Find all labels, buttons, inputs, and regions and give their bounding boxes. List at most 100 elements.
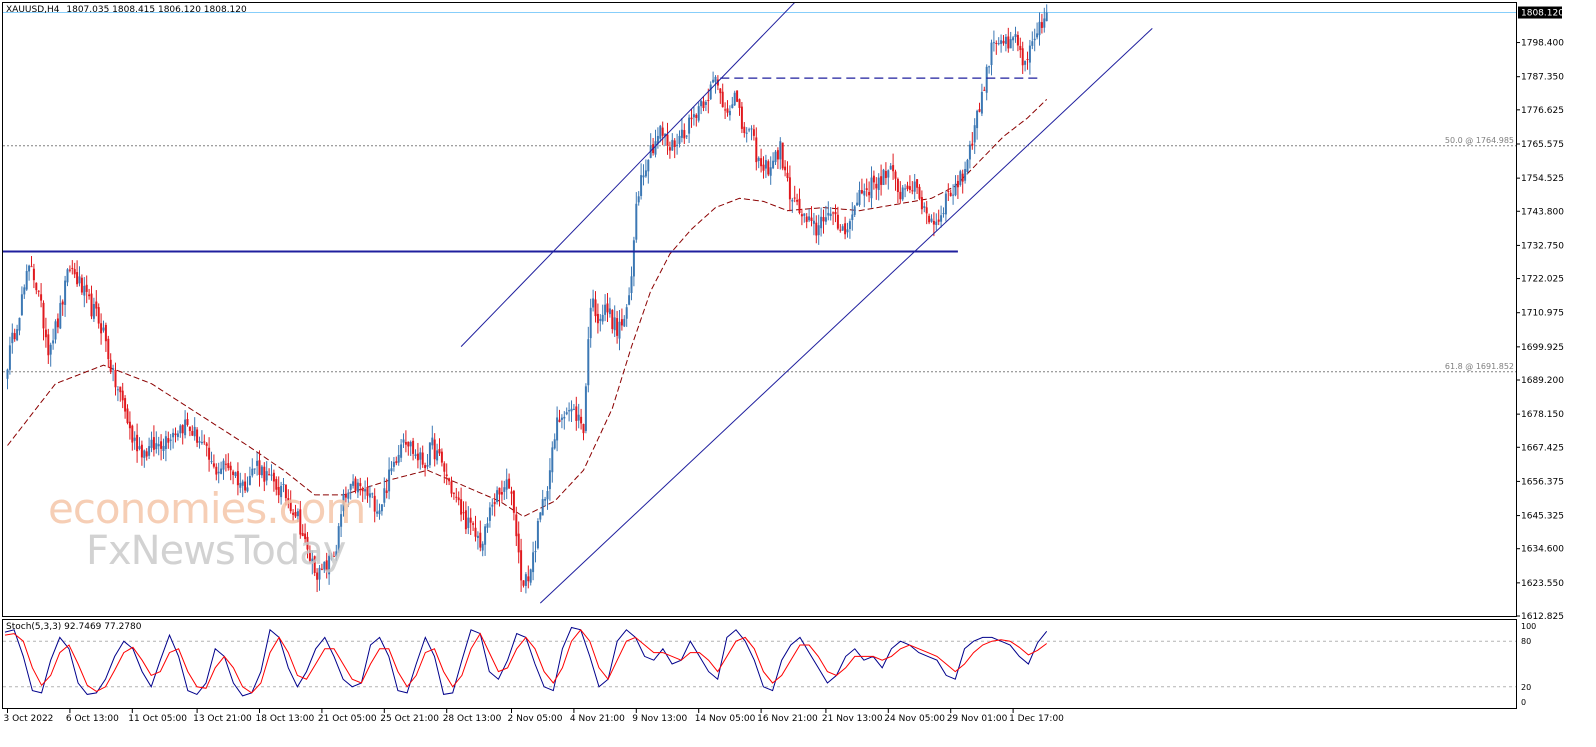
price-tick-label: 1754.525 — [1521, 174, 1564, 184]
candle — [834, 204, 837, 223]
stoch-tick-label: 20 — [1521, 683, 1531, 692]
candle — [330, 552, 333, 561]
candle — [613, 305, 616, 337]
candle — [198, 436, 201, 449]
candle-body — [580, 416, 583, 424]
candle — [846, 222, 849, 238]
candle-body — [275, 478, 278, 490]
candle — [632, 236, 635, 287]
candle — [1026, 51, 1029, 70]
candle — [419, 447, 422, 470]
candle — [916, 179, 919, 195]
candle — [908, 175, 911, 194]
candle — [224, 454, 227, 472]
candle-body — [126, 408, 129, 424]
candle-body — [520, 550, 523, 581]
candle — [392, 457, 395, 472]
candle — [472, 521, 475, 531]
candle — [121, 382, 124, 409]
candle — [656, 127, 659, 149]
candle-body — [589, 307, 592, 339]
candle-body — [481, 543, 484, 551]
candle — [685, 135, 688, 140]
stoch-tick-label: 80 — [1521, 637, 1531, 646]
candle-body — [882, 169, 885, 186]
candle — [527, 565, 530, 589]
candle-body — [251, 468, 254, 476]
candle-body — [671, 139, 674, 151]
candle-body — [779, 141, 782, 160]
candle-body — [529, 569, 532, 583]
candle-body — [887, 170, 890, 178]
candle-body — [973, 125, 976, 143]
candle-body — [388, 469, 391, 492]
candle — [28, 264, 31, 281]
candle — [726, 100, 729, 117]
candle — [827, 201, 830, 221]
candle — [464, 501, 467, 534]
candle — [493, 493, 496, 517]
candle — [568, 402, 571, 422]
candle — [90, 285, 93, 320]
candle-body — [880, 176, 883, 185]
candle-body — [812, 220, 815, 224]
candle — [659, 124, 662, 143]
candle — [515, 506, 518, 547]
candle-body — [16, 329, 19, 341]
candle-body — [724, 109, 727, 111]
candle — [136, 423, 139, 463]
candle — [556, 406, 559, 452]
candle-body — [978, 109, 981, 112]
candle-body — [688, 117, 691, 134]
candle — [318, 564, 321, 591]
candle-body — [524, 574, 527, 586]
candle — [59, 295, 62, 330]
candle — [460, 487, 463, 522]
candle-body — [18, 317, 21, 331]
candle — [452, 492, 455, 500]
candle — [976, 109, 979, 140]
candle — [160, 434, 163, 461]
candle-body — [572, 408, 575, 410]
stoch-header: Stoch(5,3,3) 92.7469 77.2780 — [6, 622, 142, 632]
candle — [109, 353, 112, 374]
candle-body — [8, 345, 11, 370]
candle — [1021, 41, 1024, 74]
candle — [107, 335, 110, 368]
candle — [287, 489, 290, 509]
candle-body — [426, 465, 429, 467]
price-tick-label: 1656.375 — [1521, 477, 1564, 487]
candle-body — [472, 523, 475, 525]
candle-body — [421, 452, 424, 465]
candle — [85, 275, 88, 304]
candle-body — [539, 512, 542, 520]
candle-body — [124, 398, 127, 412]
candle — [241, 479, 244, 498]
candle-body — [176, 433, 179, 437]
candle-body — [287, 498, 290, 501]
candle — [404, 430, 407, 453]
candle — [798, 188, 801, 215]
candle — [952, 184, 955, 205]
price-tick-label: 1765.575 — [1521, 140, 1564, 150]
candle-body — [121, 390, 124, 401]
candle — [455, 487, 458, 503]
candle-body — [685, 135, 688, 137]
candle-body — [536, 521, 539, 549]
candle-body — [383, 488, 386, 503]
candle-body — [95, 301, 98, 309]
candle-body — [733, 92, 736, 106]
candle — [949, 189, 952, 197]
candle — [844, 216, 847, 240]
time-tick-label: 18 Oct 13:00 — [256, 714, 315, 724]
candle-body — [97, 307, 100, 324]
candle — [18, 317, 21, 336]
candle — [892, 153, 895, 180]
candle — [822, 209, 825, 234]
candle — [1016, 31, 1019, 52]
candle-body — [620, 319, 623, 326]
candles-layer — [6, 4, 1048, 594]
time-tick-label: 6 Oct 13:00 — [66, 714, 119, 724]
candle — [181, 424, 184, 445]
candle — [601, 304, 604, 325]
